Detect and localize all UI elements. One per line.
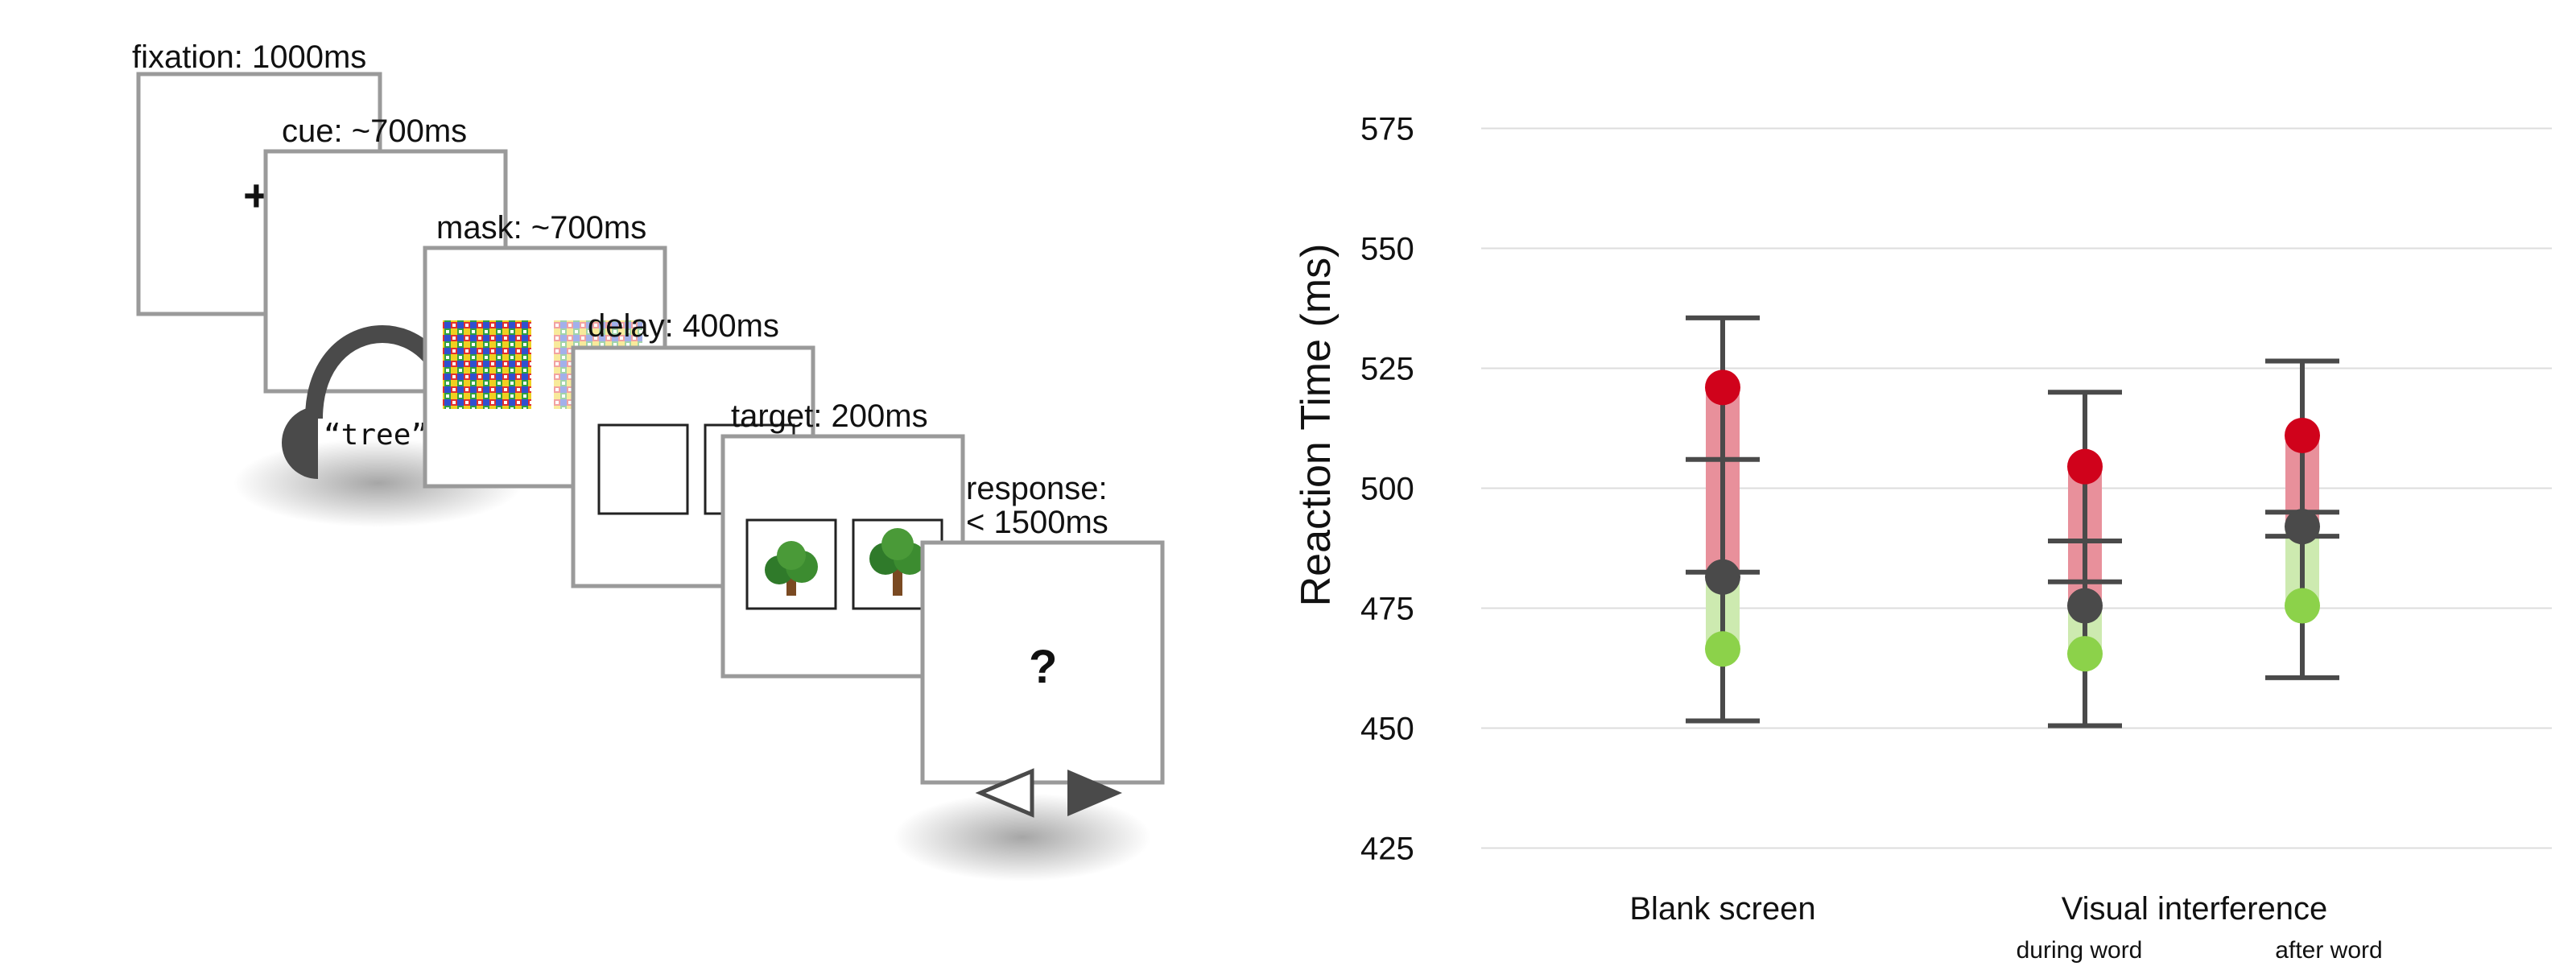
- y-tick-label: 475: [1360, 592, 1414, 627]
- tick-label-layer: 425 450 475 500 525 550 575: [1360, 112, 1414, 867]
- cue-word: “tree”: [324, 419, 428, 452]
- category-label-blank: Blank screen: [1629, 891, 1815, 927]
- target-label: target: 200ms: [731, 398, 928, 434]
- question-mark: ?: [1029, 641, 1057, 693]
- category-label-visual: Visual interference: [2062, 891, 2328, 927]
- point-green: [1705, 631, 1740, 667]
- response-frame: [920, 540, 1165, 785]
- point-green: [2285, 588, 2320, 624]
- chart-panel: 425 450 475 500 525 550 575 Reaction Time (ms)…: [1293, 112, 2552, 964]
- band-layer: [1706, 387, 2319, 654]
- y-tick-label: 425: [1360, 832, 1414, 867]
- right-arrow-icon: [1067, 770, 1122, 816]
- point-red: [2067, 448, 2103, 485]
- y-tick-label: 575: [1360, 112, 1414, 147]
- fixation-label: fixation: 1000ms: [132, 39, 366, 75]
- point-gray: [1705, 559, 1740, 595]
- left-arrow-icon: [975, 768, 1034, 818]
- mask-image-left: [443, 320, 531, 409]
- y-tick-label: 550: [1360, 232, 1414, 267]
- delay-box-left: [597, 423, 689, 515]
- paradigm-panel: + fixation: 1000ms cue: ~700ms “tree” ma…: [132, 39, 1165, 881]
- point-gray: [2285, 509, 2320, 545]
- point-red: [2285, 417, 2320, 453]
- sublabel-after: after word: [2275, 937, 2382, 964]
- point-layer: [1705, 369, 2320, 672]
- sublabel-during: during word: [2017, 937, 2143, 964]
- whisker-layer: [1686, 315, 2339, 729]
- mask-label: mask: ~700ms: [436, 210, 646, 246]
- delay-label: delay: 400ms: [588, 308, 779, 344]
- y-tick-label: 450: [1360, 712, 1414, 747]
- tree-icon: [765, 541, 818, 596]
- y-tick-label: 525: [1360, 352, 1414, 387]
- y-tick-label: 500: [1360, 472, 1414, 507]
- response-label-line2: < 1500ms: [966, 505, 1108, 540]
- grid-layer: [1481, 127, 2552, 849]
- cue-label: cue: ~700ms: [282, 114, 467, 149]
- point-green: [2067, 636, 2103, 672]
- y-axis-label: Reaction Time (ms): [1293, 244, 1340, 607]
- point-gray: [2067, 588, 2103, 624]
- arrows-shadow: [894, 793, 1151, 881]
- tree-icon: [869, 528, 926, 596]
- response-label-line1: response:: [966, 471, 1108, 506]
- point-red: [1705, 369, 1740, 406]
